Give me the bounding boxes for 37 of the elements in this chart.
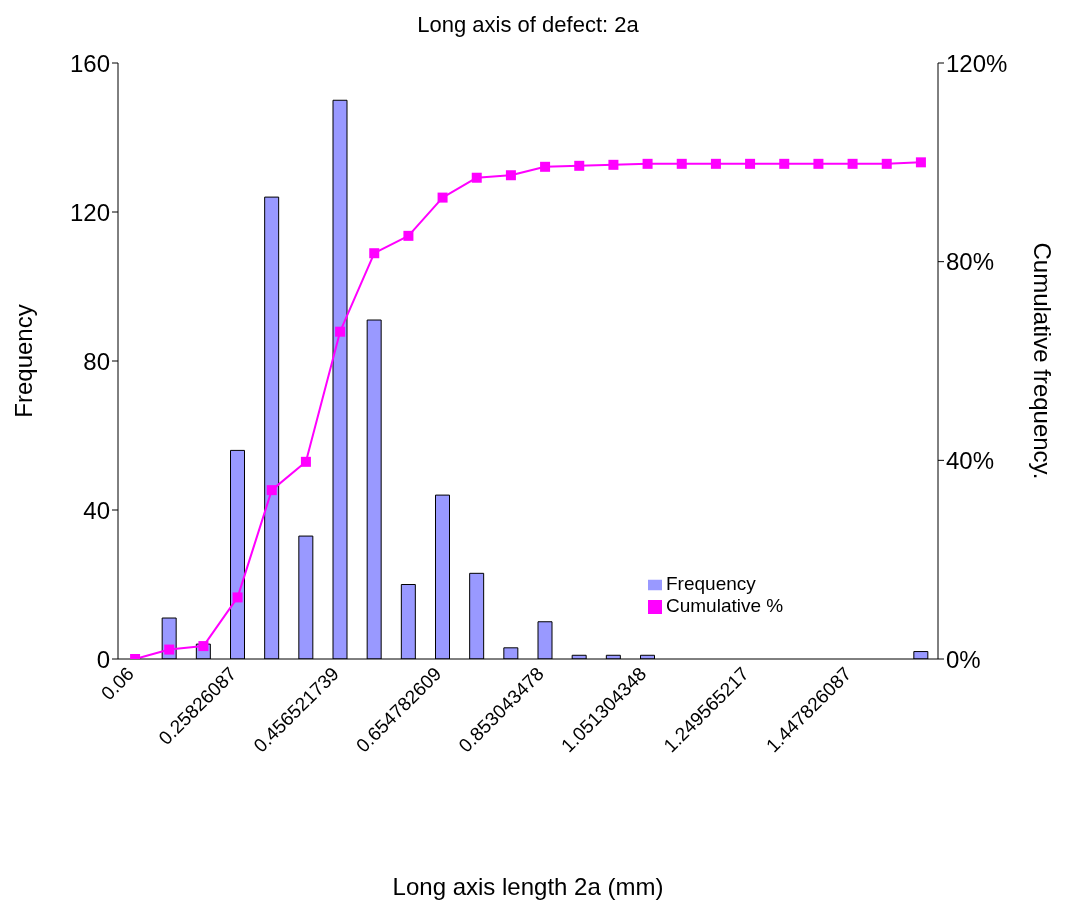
point — [881, 158, 892, 169]
y-tick-label: 120 — [69, 198, 110, 226]
legend-label: Frequency — [666, 573, 756, 594]
point — [540, 161, 551, 172]
point — [300, 456, 311, 467]
y2-tick-label: 80% — [946, 248, 995, 276]
point — [847, 158, 858, 169]
point — [335, 326, 346, 337]
y2-tick-label: 0% — [946, 645, 981, 673]
y-tick-label: 0 — [96, 645, 110, 673]
point — [574, 160, 585, 171]
point — [642, 158, 653, 169]
point — [505, 170, 516, 181]
point — [676, 158, 687, 169]
point — [471, 172, 482, 183]
y-tick-label: 40 — [83, 496, 110, 524]
point — [232, 592, 243, 603]
point — [403, 230, 414, 241]
point — [437, 192, 448, 203]
legend-label: Cumulative % — [666, 595, 784, 616]
point — [745, 158, 756, 169]
y2-tick-label: 40% — [946, 446, 995, 474]
x-axis-title: Long axis length 2a (mm) — [391, 873, 665, 901]
y2-axis-title: Cumulative frequency. — [1029, 242, 1057, 480]
chart-title: Long axis of defect: 2a — [416, 12, 640, 38]
point — [710, 158, 721, 169]
point — [369, 248, 380, 259]
y-axis-title: Frequency — [9, 304, 37, 418]
point — [266, 485, 277, 496]
point — [164, 644, 175, 655]
y-tick-label: 160 — [69, 49, 110, 77]
point — [779, 158, 790, 169]
y-tick-label: 80 — [83, 347, 110, 375]
point — [915, 157, 926, 168]
point — [608, 159, 619, 170]
y2-tick-label: 120% — [946, 49, 1008, 77]
point — [813, 158, 824, 169]
